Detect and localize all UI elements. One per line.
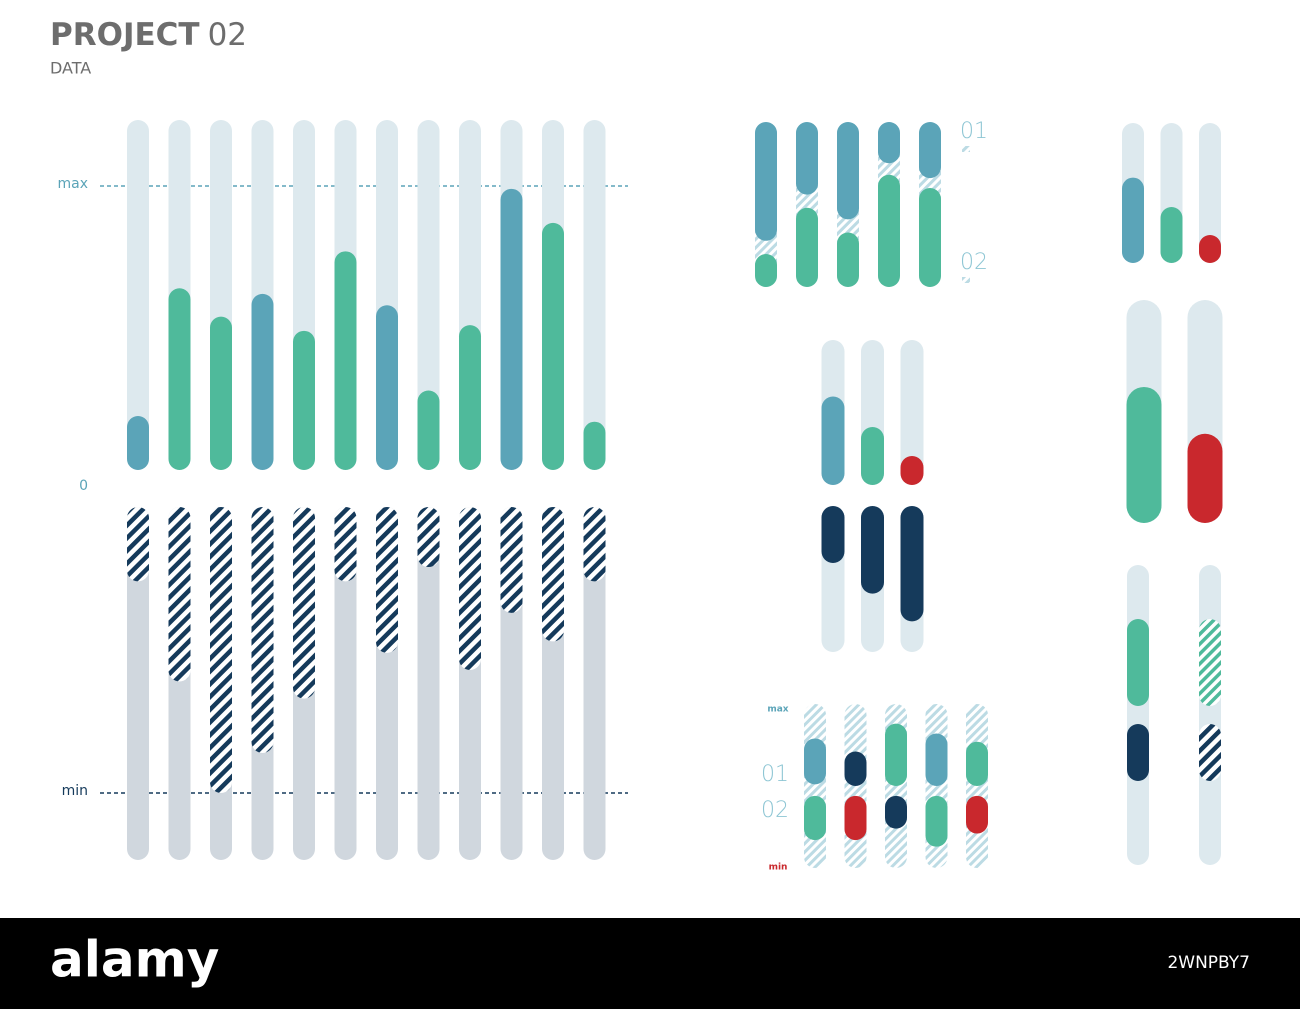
watermark-bar bbox=[0, 918, 1300, 1009]
title: PROJECT 02 bbox=[50, 17, 247, 53]
bar bbox=[459, 325, 481, 470]
legend-label: 02 bbox=[761, 798, 789, 823]
bar bbox=[210, 316, 232, 470]
track bbox=[900, 340, 924, 485]
bar bbox=[334, 507, 357, 582]
bar bbox=[500, 507, 523, 613]
bar bbox=[804, 738, 826, 785]
bar bbox=[755, 254, 777, 287]
bar bbox=[925, 795, 948, 847]
bar bbox=[210, 507, 232, 793]
bar bbox=[1199, 619, 1221, 706]
bar bbox=[919, 122, 941, 179]
bar bbox=[583, 421, 606, 470]
y-tick-label: min bbox=[769, 863, 788, 873]
bar bbox=[251, 507, 274, 753]
bar bbox=[900, 456, 924, 485]
bar bbox=[919, 188, 941, 287]
bar bbox=[417, 507, 440, 568]
bar bbox=[844, 795, 867, 841]
bar bbox=[376, 305, 398, 470]
bar bbox=[127, 507, 149, 582]
track bbox=[1199, 123, 1221, 263]
track bbox=[804, 704, 826, 868]
bar bbox=[966, 795, 988, 834]
track bbox=[334, 507, 357, 860]
title-number: 02 bbox=[208, 17, 247, 53]
track bbox=[417, 120, 440, 470]
bar bbox=[837, 122, 859, 220]
subtitle: DATA bbox=[50, 59, 91, 78]
bar bbox=[804, 795, 826, 841]
legend-label: 02 bbox=[960, 250, 988, 275]
bar bbox=[861, 506, 884, 594]
bar bbox=[821, 396, 845, 485]
track bbox=[1199, 565, 1221, 865]
y-tick-label: min bbox=[62, 783, 88, 799]
bar bbox=[885, 723, 907, 786]
legend-swatch bbox=[962, 277, 970, 283]
bar bbox=[878, 174, 900, 287]
track bbox=[127, 120, 149, 470]
track bbox=[127, 507, 149, 860]
track bbox=[1127, 565, 1149, 865]
watermark-id: 2WNPBY7 bbox=[1167, 953, 1250, 973]
bar bbox=[334, 251, 357, 470]
bar bbox=[1127, 619, 1149, 706]
bar bbox=[293, 507, 315, 699]
y-tick-label: max bbox=[767, 705, 788, 715]
background bbox=[0, 0, 1300, 918]
bar bbox=[1199, 235, 1221, 263]
charts: max 0 min 01 02 max min 01 02 bbox=[57, 119, 1223, 873]
bar bbox=[459, 507, 481, 671]
bar bbox=[1187, 433, 1223, 523]
track bbox=[583, 120, 606, 470]
title-bold: PROJECT bbox=[50, 17, 200, 53]
bar bbox=[417, 390, 440, 470]
bar bbox=[583, 507, 606, 582]
bar bbox=[542, 507, 564, 642]
legend-label: 01 bbox=[960, 119, 988, 144]
bar bbox=[168, 288, 191, 470]
watermark-brand: alamy bbox=[50, 931, 219, 989]
bar bbox=[376, 507, 398, 653]
bar bbox=[844, 751, 867, 786]
bar bbox=[796, 207, 818, 287]
bar bbox=[500, 188, 523, 470]
y-tick-label: 0 bbox=[79, 478, 88, 494]
bar bbox=[925, 733, 948, 786]
bar bbox=[293, 330, 315, 470]
bar bbox=[900, 506, 924, 622]
bar bbox=[1126, 386, 1162, 523]
bar bbox=[1199, 724, 1221, 781]
bar bbox=[168, 507, 191, 682]
bar bbox=[1122, 177, 1144, 263]
bar bbox=[966, 741, 988, 786]
bar bbox=[821, 506, 845, 563]
bar bbox=[861, 427, 884, 485]
bar bbox=[796, 122, 818, 195]
bar bbox=[1127, 724, 1149, 781]
bar bbox=[755, 122, 777, 241]
y-tick-label: max bbox=[57, 176, 88, 192]
bar bbox=[885, 795, 907, 829]
legend-swatch bbox=[962, 146, 970, 152]
bar bbox=[542, 222, 564, 470]
track bbox=[583, 507, 606, 860]
bar bbox=[127, 416, 149, 470]
bar bbox=[878, 122, 900, 164]
bar bbox=[251, 293, 274, 470]
legend-label: 01 bbox=[761, 762, 789, 787]
bar bbox=[837, 232, 859, 287]
bar bbox=[1160, 207, 1183, 263]
track bbox=[417, 507, 440, 860]
